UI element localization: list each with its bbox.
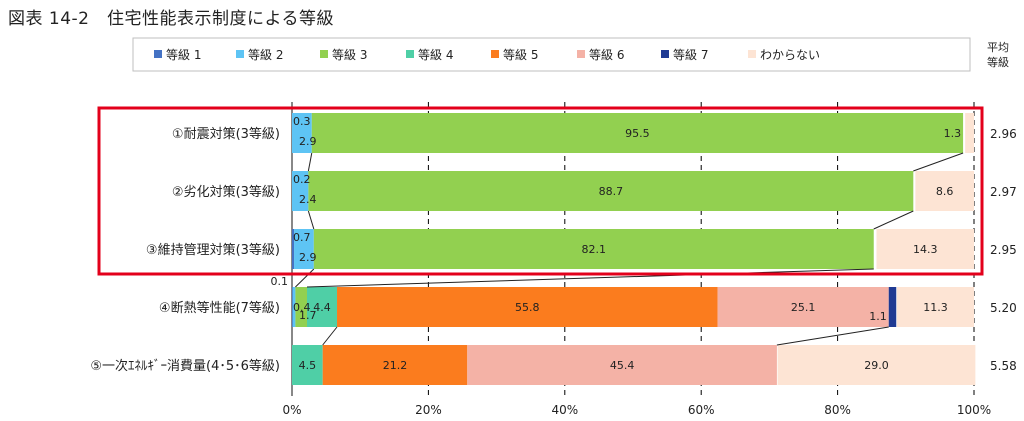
- data-label: 4.5: [299, 359, 317, 372]
- average-value: 2.95: [990, 243, 1017, 257]
- series-connector: [306, 268, 874, 288]
- data-label: 95.5: [625, 127, 650, 140]
- average-value: 2.97: [990, 185, 1017, 199]
- legend-label: わからない: [760, 48, 820, 62]
- legend-swatch: [661, 50, 669, 58]
- page-title: 図表 14-2 住宅性能表示制度による等級: [8, 9, 334, 29]
- average-value: 5.20: [990, 301, 1017, 315]
- legend-swatch: [406, 50, 414, 58]
- bar-segment: [295, 287, 308, 327]
- x-tick-label: 40%: [551, 403, 578, 417]
- legend-label: 等級 2: [248, 48, 283, 62]
- data-label: 1.3: [944, 127, 962, 140]
- bar-segment: [292, 287, 296, 327]
- category-label: ③維持管理対策(3等級): [146, 242, 280, 258]
- legend-label: 等級 3: [332, 48, 367, 62]
- data-label: 21.2: [383, 359, 408, 372]
- x-tick-label: 100%: [957, 403, 991, 417]
- bar-segment: [467, 345, 777, 385]
- legend-swatch: [154, 50, 162, 58]
- bar-segment: [292, 345, 323, 385]
- bar-segment: [292, 113, 312, 153]
- data-label: 2.4: [299, 193, 317, 206]
- series-connector: [307, 210, 315, 230]
- data-label: 29.0: [864, 359, 889, 372]
- bar-segment: [311, 113, 964, 153]
- series-connector: [295, 268, 315, 288]
- bar-segment: [915, 171, 974, 211]
- legend-swatch: [577, 50, 585, 58]
- data-label: 0.3: [293, 115, 311, 128]
- bar-segment: [307, 287, 338, 327]
- bar-segment: [337, 287, 718, 327]
- x-tick-label: 60%: [688, 403, 715, 417]
- bar-segment: [777, 345, 976, 385]
- data-label: 4.4: [313, 301, 331, 314]
- bar-segment: [322, 345, 468, 385]
- series-connector: [307, 152, 313, 172]
- data-label: 55.8: [515, 301, 540, 314]
- bar-segment: [888, 287, 897, 327]
- data-label: 2.9: [299, 135, 317, 148]
- legend-label: 等級 1: [166, 48, 201, 62]
- bar-segment: [292, 171, 309, 211]
- avg-header-line2: 等級: [987, 55, 1009, 69]
- data-label: 0.2: [293, 173, 311, 186]
- data-label: 0.7: [293, 231, 311, 244]
- bar-segment: [965, 113, 974, 153]
- legend-box: [132, 37, 971, 72]
- avg-header-line1: 平均: [987, 41, 1009, 54]
- average-value: 5.58: [990, 359, 1017, 373]
- bar-segment: [717, 287, 889, 327]
- legend-swatch: [320, 50, 328, 58]
- category-label: ④断熱等性能(7等級): [159, 300, 280, 316]
- data-label: 2.9: [299, 251, 317, 264]
- x-tick-label: 0%: [282, 403, 301, 417]
- average-value: 2.96: [990, 127, 1017, 141]
- legend-label: 等級 6: [589, 48, 624, 62]
- data-label: 82.1: [582, 243, 607, 256]
- series-connector: [776, 326, 889, 346]
- legend-label: 等級 5: [503, 48, 538, 62]
- legend-swatch: [748, 50, 756, 58]
- series-connector: [873, 210, 914, 230]
- x-tick-label: 20%: [415, 403, 442, 417]
- data-label: 1.7: [299, 309, 317, 322]
- legend-swatch: [236, 50, 244, 58]
- series-connector: [322, 326, 338, 346]
- bar-segment: [313, 229, 874, 269]
- category-label: ⑤一次ｴﾈﾙｷﾞｰ消費量(4･5･6等級): [90, 358, 280, 374]
- data-label: 45.4: [610, 359, 635, 372]
- bar-segment: [876, 229, 974, 269]
- data-label: 0.4: [293, 301, 311, 314]
- data-label: 1.1: [869, 310, 887, 323]
- x-tick-label: 80%: [824, 403, 851, 417]
- data-label: 11.3: [923, 301, 948, 314]
- legend-swatch: [491, 50, 499, 58]
- bar-segment: [308, 171, 914, 211]
- bar-segment: [294, 229, 314, 269]
- data-label: 25.1: [791, 301, 816, 314]
- highlight-box: [97, 106, 984, 276]
- bar-segment: [292, 229, 295, 269]
- legend-label: 等級 7: [673, 48, 708, 62]
- data-label: 0.1: [271, 275, 289, 288]
- bar-segment: [896, 287, 974, 327]
- series-connector: [913, 152, 964, 172]
- data-label: 8.6: [936, 185, 954, 198]
- data-label: 14.3: [913, 243, 938, 256]
- category-label: ①耐震対策(3等級): [172, 126, 280, 142]
- legend-label: 等級 4: [418, 48, 453, 62]
- data-label: 88.7: [599, 185, 624, 198]
- bar-segment: [292, 287, 293, 327]
- category-label: ②劣化対策(3等級): [172, 184, 280, 200]
